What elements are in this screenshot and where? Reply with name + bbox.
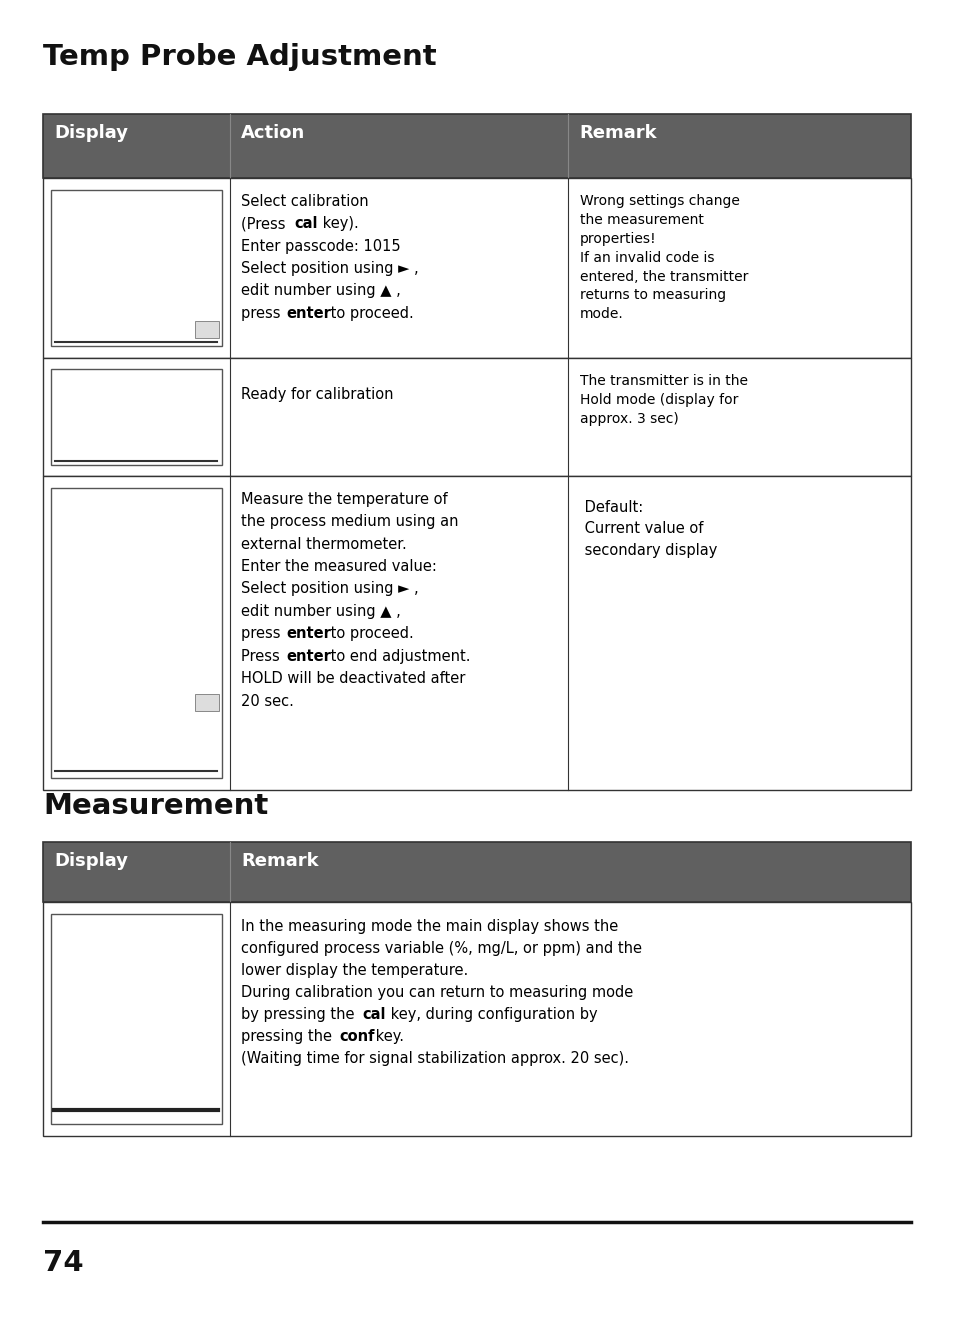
Bar xyxy=(195,321,219,338)
Bar xyxy=(51,190,222,346)
Text: Enter the measured value:: Enter the measured value: xyxy=(241,558,436,574)
Bar xyxy=(51,369,222,465)
Text: HOLD: HOLD xyxy=(57,688,71,693)
Text: Select position using ► ,: Select position using ► , xyxy=(241,581,418,596)
Text: The transmitter is in the
Hold mode (display for
approx. 3 sec): The transmitter is in the Hold mode (dis… xyxy=(579,374,747,426)
Bar xyxy=(43,842,910,902)
Text: Temp Probe Adjustment: Temp Probe Adjustment xyxy=(43,43,436,71)
Text: to end adjustment.: to end adjustment. xyxy=(326,649,470,664)
Text: pressing the: pressing the xyxy=(241,1030,336,1045)
Text: 97.8: 97.8 xyxy=(68,962,141,991)
Text: (Waiting time for signal stabilization approx. 20 sec).: (Waiting time for signal stabilization a… xyxy=(241,1051,628,1066)
Text: TMP: TMP xyxy=(193,397,214,407)
Text: external thermometer.: external thermometer. xyxy=(241,537,406,552)
Text: by pressing the: by pressing the xyxy=(241,1007,358,1022)
Text: │: │ xyxy=(58,496,65,509)
Text: Remark: Remark xyxy=(579,124,657,142)
Bar xyxy=(43,114,910,178)
Text: Default:
 Current value of
 secondary display: Default: Current value of secondary disp… xyxy=(579,500,717,558)
Bar xyxy=(43,178,910,358)
Text: enter: enter xyxy=(286,306,331,321)
Text: 24.3°C: 24.3°C xyxy=(62,1042,116,1058)
Text: Measurement: Measurement xyxy=(43,792,268,820)
Text: cal: cal xyxy=(362,1007,385,1022)
Text: Remark: Remark xyxy=(241,852,318,870)
Text: cal: cal xyxy=(294,216,317,231)
Text: △: △ xyxy=(57,313,65,322)
Text: conf: conf xyxy=(339,1030,375,1045)
Text: During calibration you can return to measuring mode: During calibration you can return to mea… xyxy=(241,986,633,1001)
Text: (Press: (Press xyxy=(241,216,290,231)
Text: key.: key. xyxy=(371,1030,404,1045)
Text: enter: enter xyxy=(286,627,331,641)
Text: △: △ xyxy=(57,663,65,672)
Text: ⊙: ⊙ xyxy=(55,923,64,933)
Text: enter: enter xyxy=(286,649,331,664)
Bar xyxy=(51,914,222,1124)
Text: °C: °C xyxy=(203,533,217,546)
Bar xyxy=(43,358,910,476)
Text: CAL: CAL xyxy=(62,405,107,429)
Bar xyxy=(51,488,222,778)
Bar xyxy=(43,902,910,1136)
Text: In the measuring mode the main display shows the: In the measuring mode the main display s… xyxy=(241,919,618,934)
Text: key).: key). xyxy=(317,216,358,231)
Bar xyxy=(43,476,910,790)
Text: enter: enter xyxy=(199,700,214,704)
Text: 25.0°C: 25.0°C xyxy=(81,660,135,675)
Text: △: △ xyxy=(57,434,65,444)
Text: Select calibration: Select calibration xyxy=(241,194,368,208)
Text: edit number using ▲ ,: edit number using ▲ , xyxy=(241,283,400,298)
Text: to proceed.: to proceed. xyxy=(326,306,414,321)
Text: HOLD will be deactivated after: HOLD will be deactivated after xyxy=(241,671,465,687)
Text: press: press xyxy=(241,306,285,321)
Text: mg/L: mg/L xyxy=(193,955,218,965)
Text: 0000: 0000 xyxy=(96,228,176,261)
Text: Measure the temperature of: Measure the temperature of xyxy=(241,492,447,506)
Text: Display: Display xyxy=(54,124,129,142)
Text: press: press xyxy=(241,627,285,641)
Text: 74: 74 xyxy=(43,1249,84,1277)
Text: 025.1: 025.1 xyxy=(56,545,148,574)
Text: to proceed.: to proceed. xyxy=(326,627,414,641)
Text: Wrong settings change
the measurement
properties!
If an invalid code is
entered,: Wrong settings change the measurement pr… xyxy=(579,194,747,322)
Text: Ready for calibration: Ready for calibration xyxy=(241,387,394,402)
Text: 🔒: 🔒 xyxy=(56,196,62,206)
Text: Enter passcode: 1015: Enter passcode: 1015 xyxy=(241,239,400,254)
Text: Display: Display xyxy=(54,852,129,870)
Text: Select position using ► ,: Select position using ► , xyxy=(241,261,418,277)
Text: HOLD: HOLD xyxy=(57,335,71,341)
Text: 20 sec.: 20 sec. xyxy=(241,693,294,708)
Text: Action: Action xyxy=(241,124,305,142)
Bar xyxy=(195,693,219,711)
Text: HOLD: HOLD xyxy=(57,454,71,460)
Text: enter: enter xyxy=(199,327,214,331)
Text: configured process variable (%, mg/L, or ppm) and the: configured process variable (%, mg/L, or… xyxy=(241,941,641,957)
Text: Press: Press xyxy=(241,649,284,664)
Text: lower display the temperature.: lower display the temperature. xyxy=(241,963,468,978)
Text: TMP: TMP xyxy=(200,425,214,432)
Text: 🔒: 🔒 xyxy=(212,377,217,386)
Text: key, during configuration by: key, during configuration by xyxy=(386,1007,597,1022)
Text: the process medium using an: the process medium using an xyxy=(241,514,458,529)
Text: edit number using ▲ ,: edit number using ▲ , xyxy=(241,604,400,619)
Text: 🔒: 🔒 xyxy=(212,496,217,505)
